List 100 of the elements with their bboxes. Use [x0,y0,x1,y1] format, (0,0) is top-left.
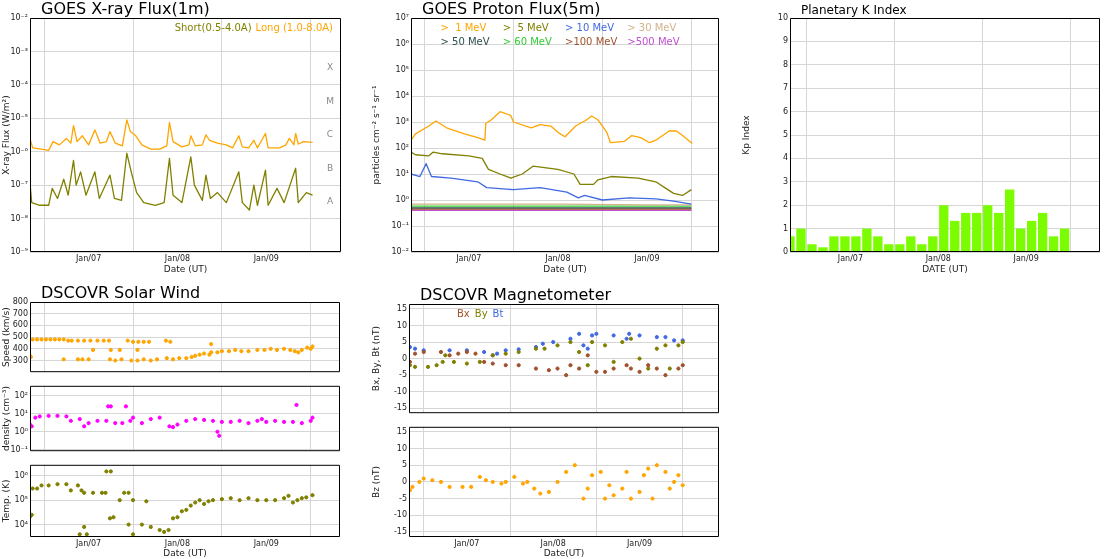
y-tick-label: 15 [396,426,407,436]
x-axis-title: Date(UT) [543,547,585,558]
y-tick-label: 10⁻³ [10,46,28,56]
x-tick-label: Jan/08 [539,538,566,548]
text: >100 MeV [565,35,618,47]
text: Short(0.5-4.0A) [174,21,252,33]
y-axis-title: Speed (km/s) [0,307,11,367]
text: By [474,307,488,319]
y-tick-label: 10⁻⁵ [10,113,28,123]
x-tick-label: Jan/08 [163,538,191,548]
y-tick-label: -10 [393,510,407,520]
x-axis-title: DATE (UT) [922,263,968,274]
x-axis-title: Date (UT) [163,547,207,558]
y-axis-title: Bx, By, Bt (nT) [370,325,381,392]
x-tick-label: Jan/09 [252,253,279,263]
y-tick-label: 9 [782,36,788,46]
y-tick-label: 10⁻⁸ [10,213,28,223]
y-tick-label: 5 [401,337,407,347]
y-tick-label: 10³ [395,117,409,127]
y-axis-title: X-ray Flux (W/m²) [0,95,11,175]
y-tick-label: -5 [399,370,407,380]
y-tick-label: 10⁻¹ [391,221,409,231]
y-tick-label: 2 [782,200,788,210]
y-tick-label: 800 [12,297,28,307]
y-tick-label: 10⁷ [395,13,409,23]
y-axis-title: Kp Index [740,114,751,155]
x-tick-label: Jan/07 [453,538,480,548]
text: > 1 MeV [440,21,487,33]
annotation: B [326,162,334,173]
chart-title: Planetary K Index [801,3,907,17]
y-tick-label: 10⁵ [14,495,28,505]
y-tick-label: 10 [396,443,407,453]
y-axis-title: particles cm⁻² s⁻¹ sr⁻¹ [370,85,381,185]
x-tick-label: Jan/07 [455,253,482,263]
y-tick-label: -10 [393,386,407,396]
y-tick-label: 10⁻⁶ [10,146,28,156]
y-tick-label: 0 [782,247,788,257]
x-tick-label: Jan/09 [625,538,653,548]
y-tick-label: 10⁶ [395,39,409,49]
y-tick-label: 10⁰ [14,426,28,436]
y-tick-label: -15 [393,403,407,413]
annotation: A [326,196,334,207]
y-tick-label: 500 [12,332,28,342]
y-tick-label: 10⁻⁹ [10,247,28,257]
y-tick-label: 0 [401,353,407,363]
y-axis-title: density (cm⁻³) [0,386,11,451]
y-tick-label: 5 [401,460,407,470]
y-tick-label: 8 [782,59,788,69]
y-tick-label: 300 [12,355,28,365]
text: Long (1.0-8.0A) [255,21,334,33]
y-tick-label: 4 [782,153,788,163]
text: > 10 MeV [565,21,615,33]
text: Bx [457,307,470,319]
y-tick-label: 10¹ [14,408,28,418]
y-tick-label: 10 [777,13,788,23]
y-tick-label: 10² [395,143,409,153]
y-tick-label: 10⁻⁷ [10,180,28,190]
y-tick-label: 10¹ [395,169,409,179]
chart-title: DSCOVR Magnetometer [420,285,612,304]
y-tick-label: 3 [782,176,788,186]
y-tick-label: 0 [401,476,407,486]
y-tick-label: 10⁵ [395,65,409,75]
x-axis-title: Date (UT) [163,263,208,274]
y-tick-label: -15 [393,527,407,537]
y-tick-label: 10² [14,390,28,400]
y-axis-title: Bz (nT) [370,465,381,498]
text: > 5 MeV [502,21,549,33]
x-tick-label: Jan/07 [836,253,864,263]
x-tick-label: Jan/09 [1012,253,1039,263]
y-tick-label: 400 [12,343,28,353]
y-tick-label: 10⁶ [14,470,28,480]
x-tick-label: Jan/09 [252,538,279,548]
text: >500 MeV [627,35,680,47]
x-tick-label: Jan/07 [75,538,102,548]
y-tick-label: 10 [396,320,407,330]
y-axis-title: Temp. (K) [0,479,11,524]
x-axis-title: Date (UT) [543,263,587,274]
y-tick-label: -5 [399,493,407,503]
x-tick-label: Jan/09 [633,253,660,263]
y-tick-label: 1 [782,223,788,233]
chart-title: GOES Proton Flux(5m) [422,0,601,18]
x-tick-label: Jan/08 [924,253,951,263]
y-tick-label: 6 [782,106,788,116]
y-tick-label: 10⁻⁴ [10,79,28,89]
y-tick-label: 10⁴ [395,91,409,101]
text: Bt [492,307,504,319]
chart-title: GOES X-ray Flux(1m) [41,0,210,18]
x-tick-label: Jan/08 [544,253,571,263]
text: > 60 MeV [502,35,552,47]
annotation: C [326,129,334,140]
y-tick-label: 10⁻² [391,247,409,257]
y-tick-label: 10⁴ [14,519,28,529]
y-tick-label: 10⁻² [10,13,28,23]
chart-title: DSCOVR Solar Wind [41,283,201,302]
text: > 50 MeV [440,35,490,47]
y-tick-label: 7 [782,83,788,93]
y-tick-label: 5 [782,130,788,140]
text: > 30 MeV [627,21,677,33]
y-tick-label: 15 [396,304,407,314]
x-tick-label: Jan/08 [163,253,191,263]
